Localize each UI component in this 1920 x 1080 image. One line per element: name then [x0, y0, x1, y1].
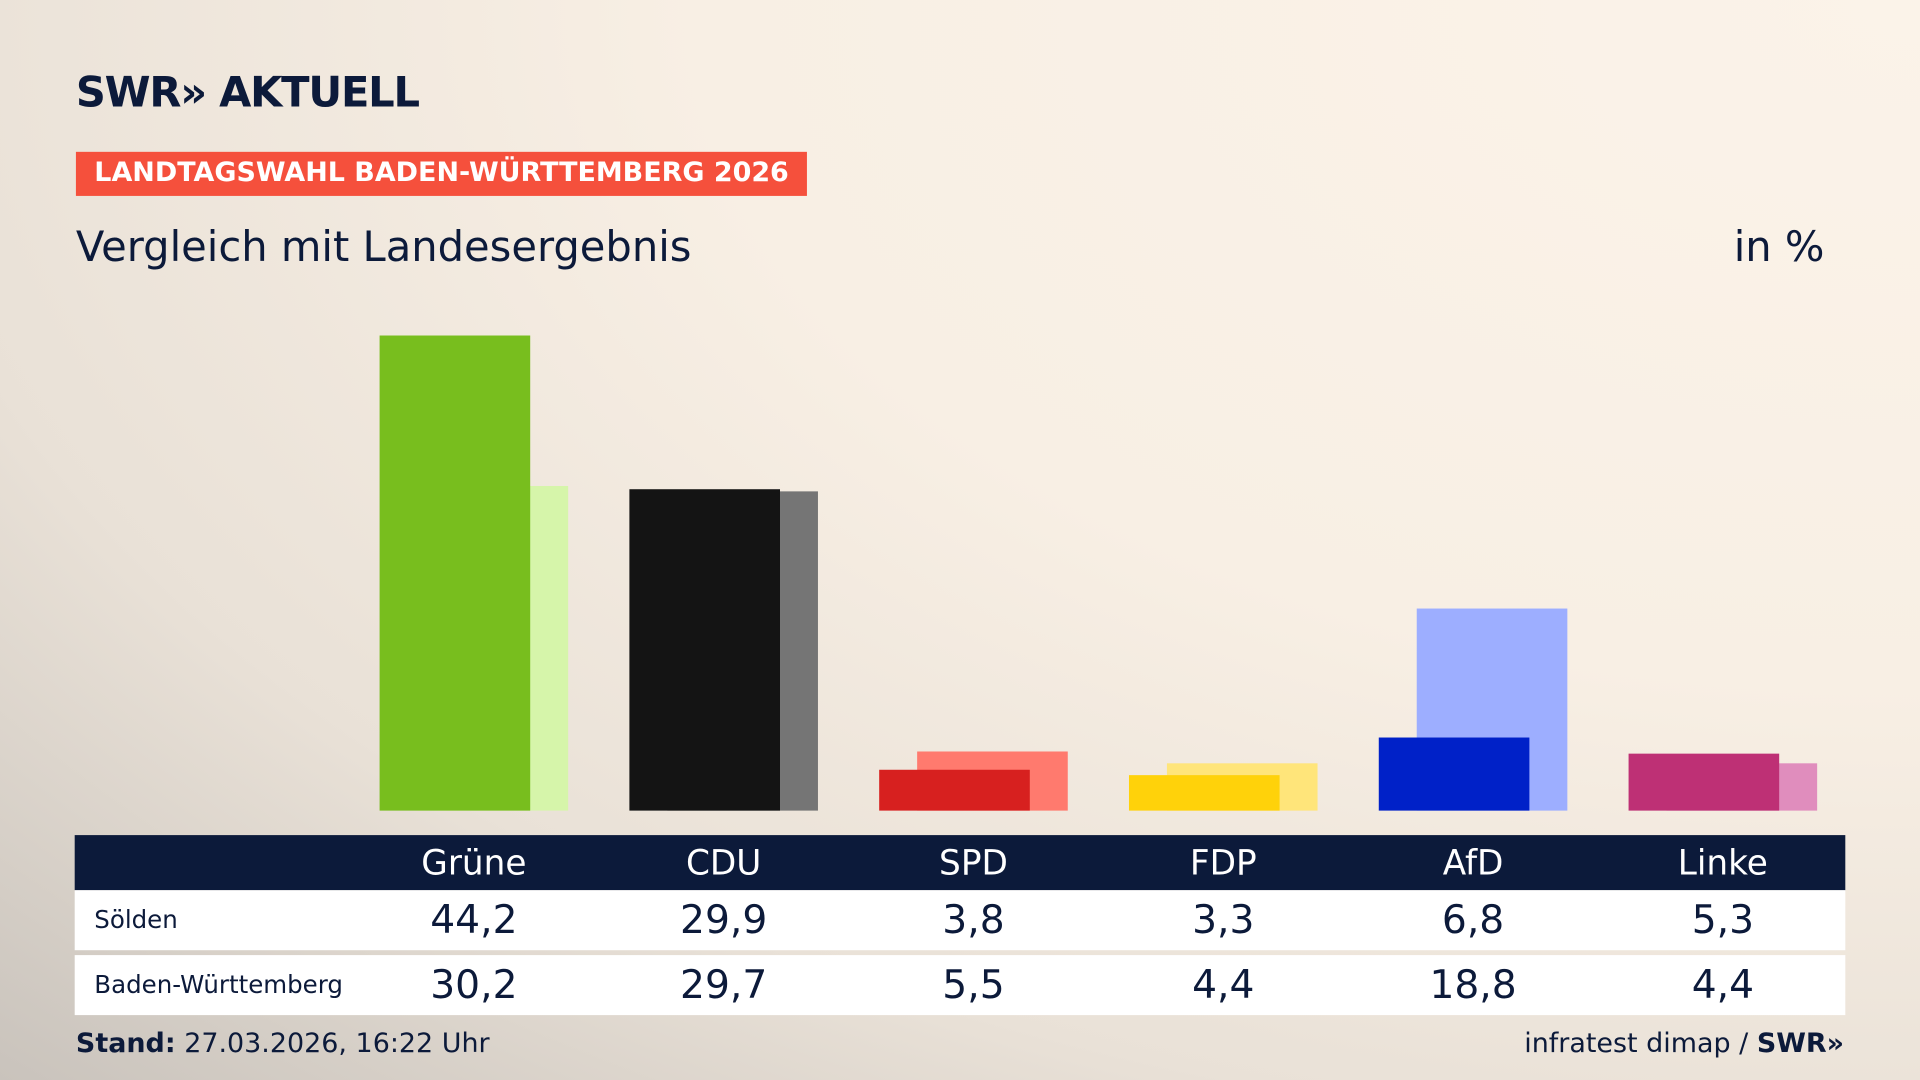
value-label: 44,2: [430, 896, 518, 943]
category-label: SPD: [939, 842, 1008, 883]
source: infratest dimap / SWR»: [1524, 1029, 1844, 1060]
category-label: Grüne: [421, 842, 527, 883]
category-label: Linke: [1677, 842, 1768, 883]
value-label: 18,8: [1429, 961, 1517, 1008]
category-label: CDU: [685, 842, 762, 883]
kicker: LANDTAGSWAHL BADEN-WÜRTTEMBERG 2026: [75, 151, 808, 196]
local-bar-fdp: [1128, 775, 1280, 811]
row-label: Sölden: [94, 904, 178, 935]
row-label: Baden-Württemberg: [94, 969, 343, 1000]
swr-source-logo: SWR»: [1756, 1028, 1845, 1060]
local-bar-grüne: [379, 335, 531, 811]
swr-aktuell-logo: SWR» AKTUELL: [75, 68, 420, 118]
source-text: infratest dimap /: [1524, 1028, 1749, 1060]
table-header: Grüne CDU SPD FDP AfD Linke: [74, 835, 1846, 891]
local-bar-afd: [1378, 737, 1530, 811]
local-bar-linke: [1628, 753, 1780, 811]
timestamp-label: Stand:: [75, 1028, 176, 1060]
value-label: 4,4: [1691, 961, 1755, 1008]
local-bar-spd: [879, 769, 1030, 811]
chart-subtitle: Vergleich mit Landesergebnis: [75, 222, 692, 272]
value-label: 3,8: [942, 896, 1005, 943]
category-label: AfD: [1442, 842, 1504, 883]
unit-label: in %: [1733, 222, 1825, 272]
table-row: Baden-Württemberg 30,2 29,7 5,5 4,4 18,8 4,4: [74, 955, 1846, 1016]
value-label: 5,5: [942, 961, 1005, 1008]
value-label: 29,7: [680, 961, 768, 1008]
value-label: 30,2: [430, 961, 518, 1008]
local-bar-cdu: [629, 489, 781, 811]
table-row: Sölden 44,2 29,9 3,8 3,3 6,8 5,3: [74, 890, 1846, 951]
value-label: 3,3: [1192, 896, 1255, 943]
value-label: 4,4: [1192, 961, 1255, 1008]
value-label: 5,3: [1691, 896, 1755, 943]
timestamp: Stand: 27.03.2026, 16:22 Uhr: [76, 1029, 490, 1060]
timestamp-value: 27.03.2026, 16:22 Uhr: [184, 1028, 490, 1060]
category-label: FDP: [1189, 842, 1257, 883]
value-label: 6,8: [1441, 896, 1505, 943]
results-table: Grüne CDU SPD FDP AfD Linke Sölden 44,2 29,9 3,…: [74, 835, 1846, 1016]
value-label: 29,9: [680, 896, 768, 943]
